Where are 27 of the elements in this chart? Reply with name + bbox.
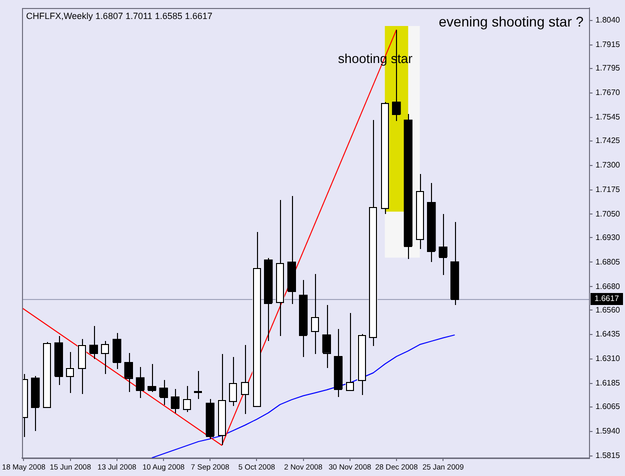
y-tick-label: 1.6065 [596, 402, 621, 412]
y-tick-label: 1.7795 [596, 64, 621, 73]
y-tick-label: 1.7545 [596, 112, 621, 122]
y-tick-label: 1.7050 [596, 209, 621, 218]
y-tick-label: 1.8040 [596, 16, 621, 25]
y-tick-label: 1.7300 [596, 160, 621, 170]
y-tick-label: 1.6310 [596, 354, 621, 364]
candlestick [229, 356, 238, 406]
y-tick-label: 1.6185 [596, 378, 621, 388]
ref-line-label: 1.6617 [594, 294, 620, 304]
y-tick-label: 1.7670 [596, 88, 621, 98]
y-tick-label: 1.6560 [596, 305, 621, 314]
chart-title: CHFLFX,Weekly 1.6807 1.7011 1.6585 1.6617 [26, 10, 212, 21]
y-tick-label: 1.6680 [596, 282, 621, 291]
candlestick [357, 334, 366, 396]
candlestick [194, 370, 203, 400]
candlestick [368, 120, 378, 346]
y-tick-label: 1.6805 [596, 257, 621, 266]
y-tick-label: 1.7425 [596, 136, 621, 146]
candlestick [310, 274, 320, 354]
y-tick-label: 1.7175 [596, 184, 621, 194]
y-tick-label: 1.5940 [596, 426, 621, 436]
y-tick-label: 1.6930 [596, 232, 621, 242]
annotation: evening shooting star ? [438, 14, 584, 30]
y-tick-label: 1.6435 [596, 330, 621, 339]
y-tick-label: 1.7915 [596, 40, 621, 50]
y-tick-label: 1.5815 [596, 451, 621, 460]
